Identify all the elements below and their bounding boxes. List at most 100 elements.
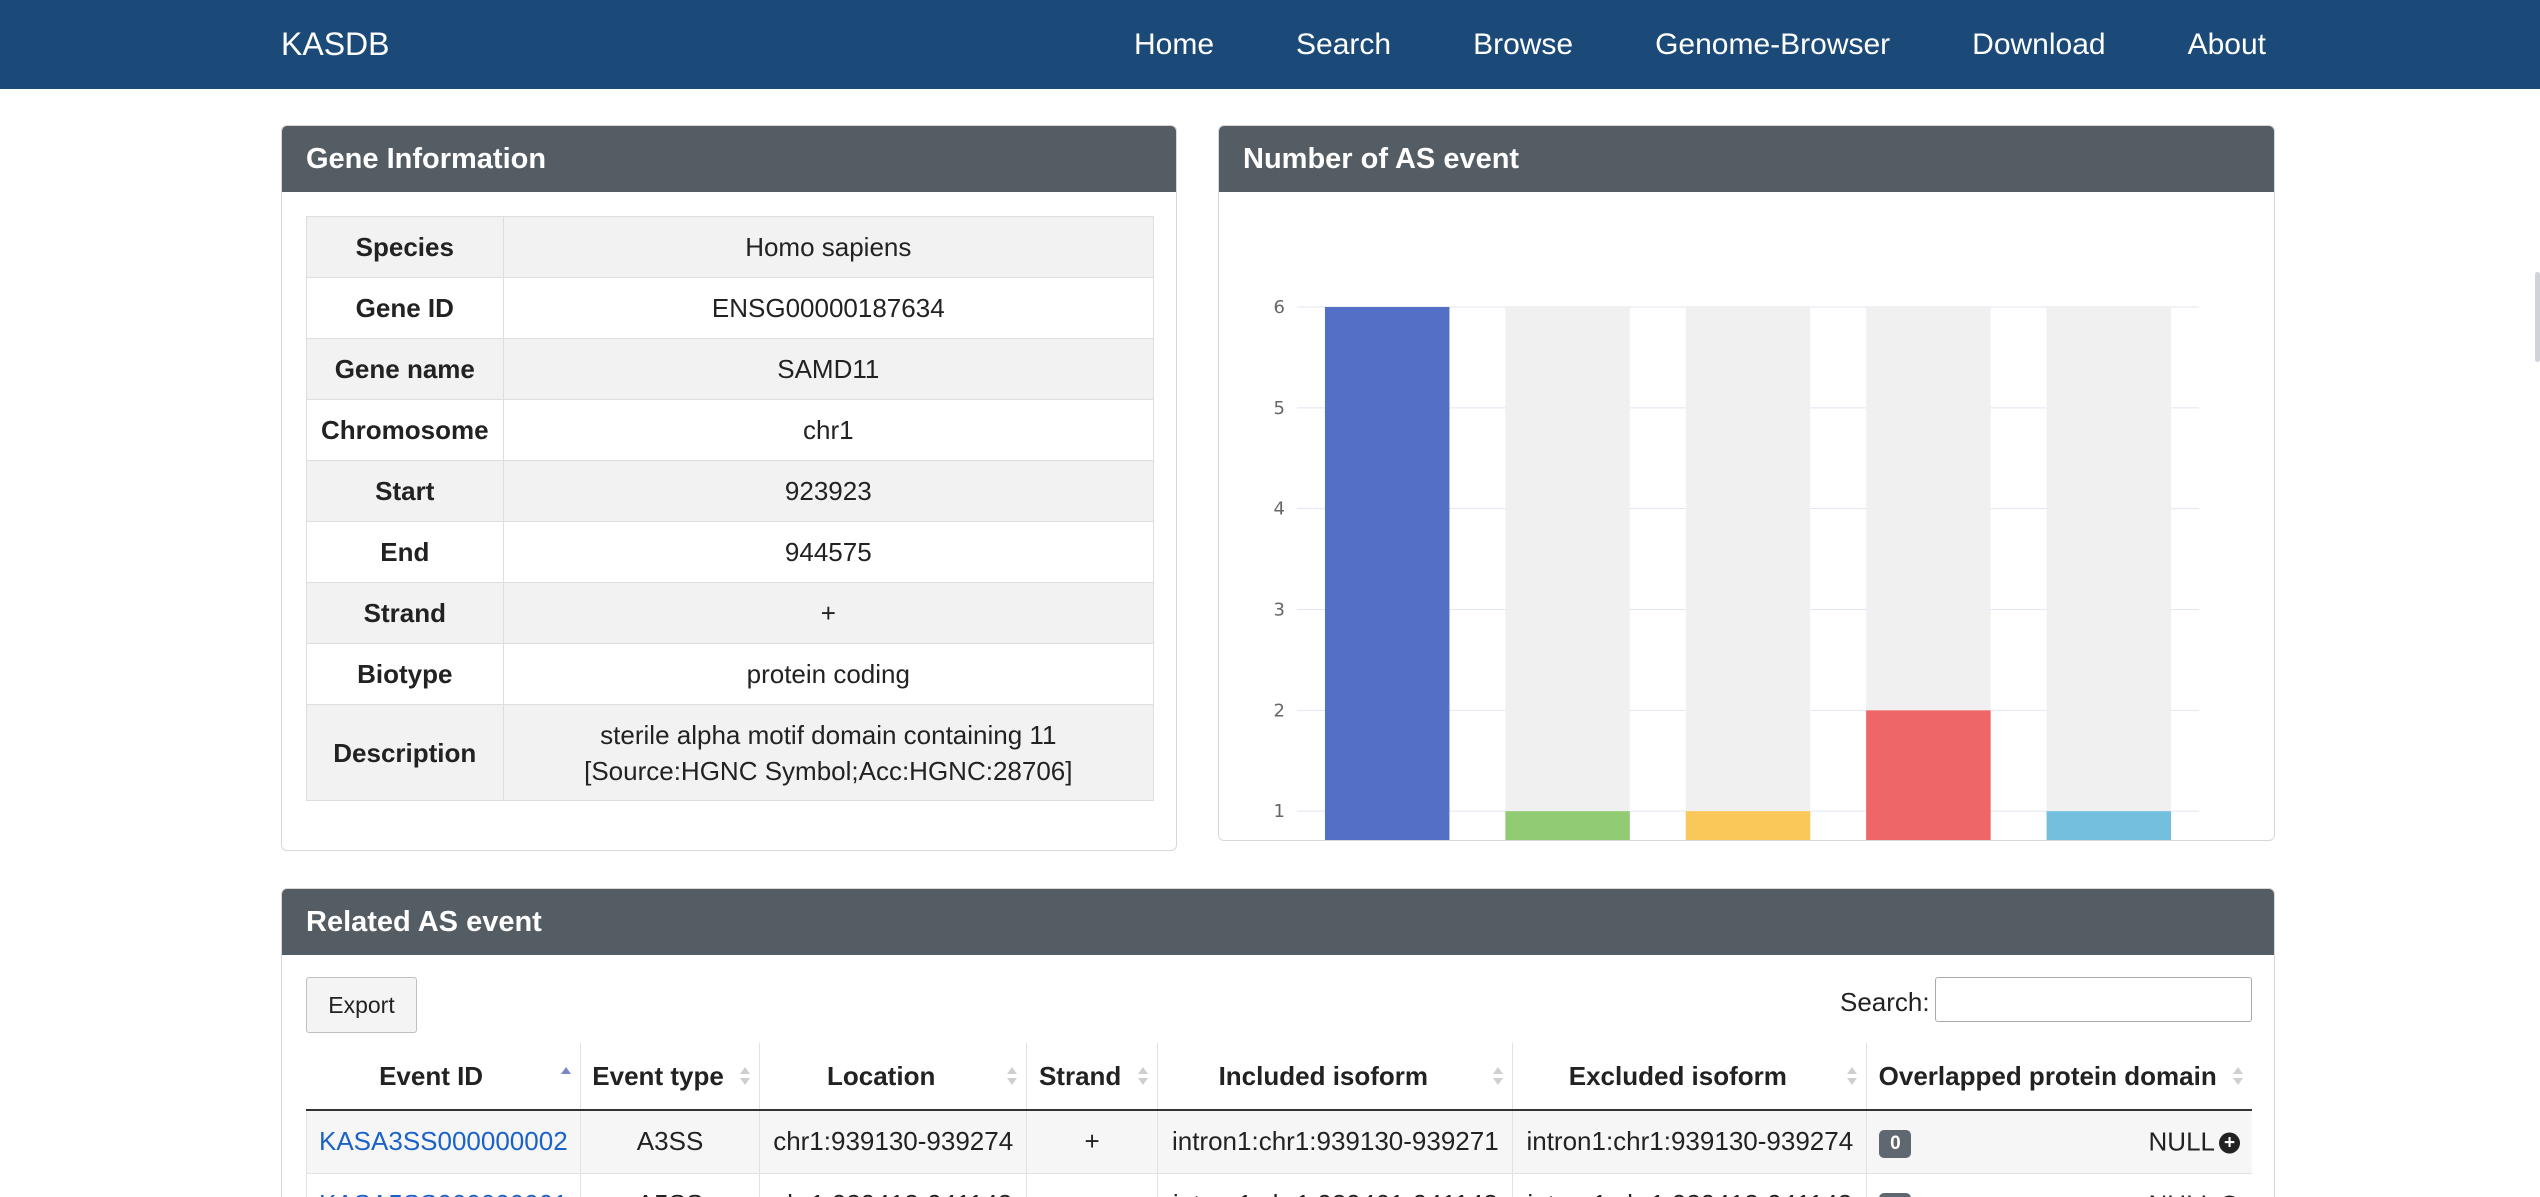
gene-key: Gene ID <box>306 277 504 339</box>
expand-plus-icon[interactable]: + <box>2219 1195 2240 1197</box>
table-row: KASA3SS000000002 A3SS chr1:939130-939274… <box>306 1110 2252 1174</box>
domain-text: NULL <box>2148 1126 2215 1157</box>
bar-background <box>1685 307 1811 840</box>
nav-genome-browser[interactable]: Genome-Browser <box>1655 27 1891 61</box>
as-event-count-panel: Number of AS event 0123456SEA5SSA3SSRIMX… <box>1218 125 2275 841</box>
event-id-cell: KASA3SS000000002 <box>306 1110 581 1174</box>
gene-value: + <box>502 582 1155 644</box>
table-header-row: Event ID Event type Location Strand Incl… <box>306 1043 2252 1111</box>
bar-se <box>1324 307 1450 840</box>
gene-row-gene-id: Gene ID ENSG00000187634 <box>306 277 1155 339</box>
gene-row-gene-name: Gene name SAMD11 <box>306 338 1155 400</box>
domain-value: NULL+ <box>2149 1126 2240 1157</box>
column-label: Event type <box>592 1060 724 1091</box>
sort-icon <box>1006 1065 1018 1089</box>
bar-a3ss <box>1685 811 1811 840</box>
gene-row-biotype: Biotype protein coding <box>306 643 1155 705</box>
bar-mxe <box>2046 811 2172 840</box>
excluded-isoform-cell: intron1:chr1:939413-941143 <box>1512 1173 1867 1197</box>
y-tick-label: 4 <box>1274 499 1285 520</box>
as-event-table: Event ID Event type Location Strand Incl… <box>306 1043 2252 1197</box>
strand-cell: + <box>1025 1173 1158 1197</box>
location-cell: chr1:939413-941143 <box>759 1173 1027 1197</box>
bar-background <box>1505 307 1630 840</box>
as-event-bar-chart: 0123456SEA5SSA3SSRIMXE <box>1274 297 2199 840</box>
event-id-link[interactable]: KASA3SS000000002 <box>319 1126 568 1157</box>
nav-links: Home Search Browse Genome-Browser Downlo… <box>1130 0 2270 89</box>
gene-key: Start <box>306 460 504 522</box>
bar-ri <box>1866 710 1991 840</box>
gene-value: chr1 <box>502 399 1155 461</box>
column-header-event-type[interactable]: Event type <box>579 1043 760 1111</box>
gene-key: Chromosome <box>306 399 504 461</box>
column-header-overlapped-protein-domain[interactable]: Overlapped protein domain <box>1866 1043 2252 1111</box>
table-row: KASA5SS000000001 A5SS chr1:939413-941143… <box>306 1173 2252 1197</box>
column-label: Location <box>827 1060 936 1091</box>
sort-asc-icon <box>560 1065 572 1089</box>
included-isoform-cell: intron1:chr1:939130-939271 <box>1157 1110 1513 1174</box>
column-header-excluded-isoform[interactable]: Excluded isoform <box>1512 1043 1867 1111</box>
nav-home[interactable]: Home <box>1134 27 1215 61</box>
y-tick-label: 6 <box>1274 297 1285 318</box>
gene-key: Description <box>306 704 504 801</box>
bar-a5ss <box>1505 811 1630 840</box>
strand-cell: + <box>1025 1110 1158 1174</box>
column-label: Overlapped protein domain <box>1878 1060 2217 1091</box>
gene-row-strand: Strand + <box>306 582 1155 644</box>
gene-value: sterile alpha motif domain containing 11… <box>502 704 1155 801</box>
column-header-event-id[interactable]: Event ID <box>306 1043 581 1111</box>
column-label: Included isoform <box>1218 1060 1429 1091</box>
brand-logo[interactable]: KASDB <box>281 26 390 62</box>
location-cell: chr1:939130-939274 <box>759 1110 1027 1174</box>
included-isoform-cell: intron1:chr1:939461-941143 <box>1157 1173 1513 1197</box>
search-input[interactable] <box>1935 977 2252 1022</box>
gene-information-panel: Gene Information Species Homo sapiens Ge… <box>281 125 1177 851</box>
y-tick-label: 2 <box>1274 700 1285 721</box>
column-label: Excluded isoform <box>1568 1060 1787 1091</box>
sort-icon <box>2232 1065 2244 1089</box>
protein-domain-cell: 0 NULL+ <box>1866 1110 2252 1174</box>
gene-value: Homo sapiens <box>502 216 1155 278</box>
gene-value: 944575 <box>502 521 1155 583</box>
related-as-event-title: Related AS event <box>282 889 2274 955</box>
related-as-event-panel: Related AS event Export Search: Event ID… <box>281 888 2275 1197</box>
nav-search[interactable]: Search <box>1296 27 1392 61</box>
gene-key: Biotype <box>306 643 504 705</box>
excluded-isoform-cell: intron1:chr1:939130-939274 <box>1512 1110 1867 1174</box>
top-navbar: KASDB Home Search Browse Genome-Browser … <box>0 0 2540 89</box>
column-header-included-isoform[interactable]: Included isoform <box>1157 1043 1513 1111</box>
column-header-strand[interactable]: Strand <box>1025 1043 1158 1111</box>
sort-icon <box>1846 1065 1858 1089</box>
export-button[interactable]: Export <box>306 977 417 1033</box>
event-type-cell: A3SS <box>579 1110 760 1174</box>
gene-information-table: Species Homo sapiens Gene ID ENSG0000018… <box>306 216 1155 801</box>
gene-key: Strand <box>306 582 504 644</box>
gene-row-description: Description sterile alpha motif domain c… <box>306 704 1155 801</box>
column-label: Event ID <box>379 1060 484 1091</box>
nav-about[interactable]: About <box>2187 27 2266 61</box>
as-event-count-title: Number of AS event <box>1219 126 2274 192</box>
event-id-link[interactable]: KASA5SS000000001 <box>319 1189 568 1197</box>
page-scrollbar-edge[interactable] <box>2535 272 2540 362</box>
gene-row-end: End 944575 <box>306 521 1155 583</box>
domain-value: NULL+ <box>2149 1189 2240 1197</box>
sort-icon <box>1137 1065 1149 1089</box>
gene-row-start: Start 923923 <box>306 460 1155 522</box>
gene-value: protein coding <box>502 643 1155 705</box>
event-id-cell: KASA5SS000000001 <box>306 1173 581 1197</box>
y-tick-label: 3 <box>1274 600 1285 621</box>
column-label: Strand <box>1038 1060 1122 1091</box>
gene-key: Gene name <box>306 338 504 400</box>
nav-browse[interactable]: Browse <box>1473 27 1574 61</box>
gene-value: SAMD11 <box>502 338 1155 400</box>
domain-count-badge: 0 <box>1879 1130 1912 1159</box>
gene-value: ENSG00000187634 <box>502 277 1155 339</box>
search-label: Search: <box>1840 987 1930 1017</box>
nav-download[interactable]: Download <box>1972 27 2106 61</box>
event-type-cell: A5SS <box>579 1173 760 1197</box>
gene-value: 923923 <box>502 460 1155 522</box>
column-header-location[interactable]: Location <box>759 1043 1027 1111</box>
expand-plus-icon[interactable]: + <box>2219 1132 2240 1154</box>
gene-row-species: Species Homo sapiens <box>306 216 1155 278</box>
bar-background <box>2046 307 2172 840</box>
